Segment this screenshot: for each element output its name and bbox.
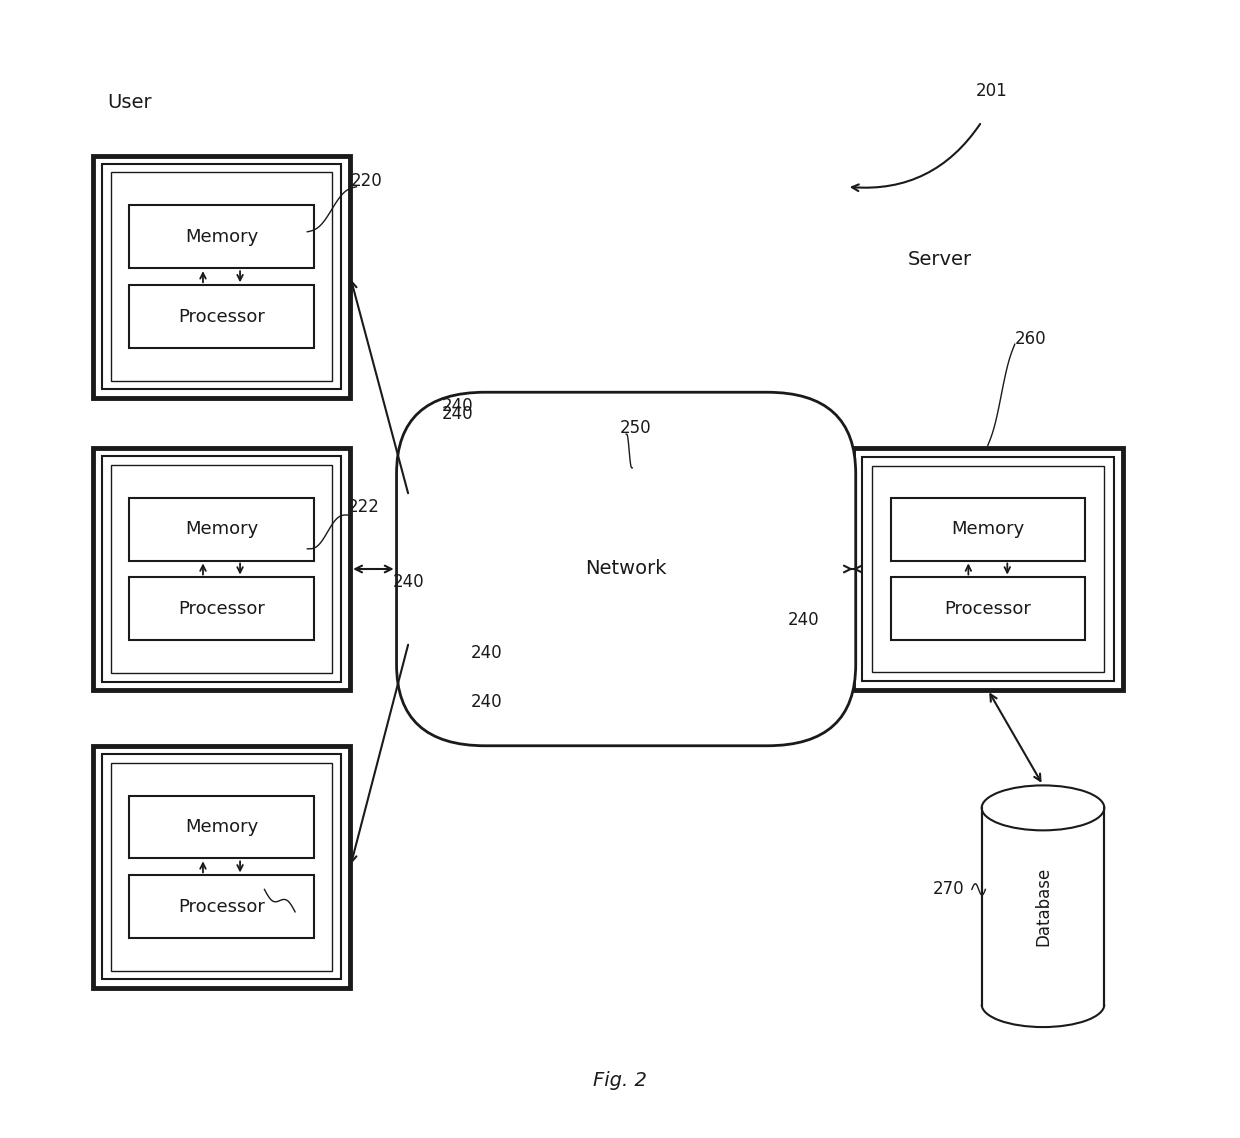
Text: Fig. 2: Fig. 2	[593, 1071, 647, 1090]
FancyBboxPatch shape	[129, 497, 314, 561]
Bar	[982, 808, 1105, 1005]
FancyBboxPatch shape	[110, 464, 332, 674]
FancyBboxPatch shape	[890, 577, 1085, 641]
Text: 220: 220	[350, 172, 382, 190]
Text: Network: Network	[585, 560, 667, 578]
Text: 240: 240	[443, 397, 474, 415]
FancyBboxPatch shape	[862, 456, 1114, 682]
FancyBboxPatch shape	[129, 577, 314, 641]
FancyBboxPatch shape	[93, 448, 350, 690]
Text: User: User	[108, 93, 153, 112]
FancyBboxPatch shape	[397, 393, 856, 745]
FancyBboxPatch shape	[129, 795, 314, 858]
Text: 250: 250	[620, 420, 652, 437]
FancyBboxPatch shape	[102, 754, 341, 980]
Text: Processor: Processor	[179, 307, 265, 325]
Text: Memory: Memory	[185, 520, 258, 538]
FancyBboxPatch shape	[102, 456, 341, 682]
FancyBboxPatch shape	[93, 156, 350, 397]
FancyBboxPatch shape	[93, 747, 350, 988]
FancyBboxPatch shape	[110, 173, 332, 381]
FancyBboxPatch shape	[890, 497, 1085, 561]
Text: 222: 222	[347, 498, 379, 517]
FancyBboxPatch shape	[102, 164, 341, 389]
FancyBboxPatch shape	[872, 465, 1104, 673]
Text: 240: 240	[470, 644, 502, 662]
Text: 224: 224	[295, 914, 327, 932]
FancyBboxPatch shape	[129, 206, 314, 269]
Text: 240: 240	[393, 574, 425, 592]
Text: Memory: Memory	[185, 228, 258, 246]
Text: 201: 201	[976, 82, 1007, 100]
FancyBboxPatch shape	[129, 286, 314, 348]
Text: Memory: Memory	[951, 520, 1024, 538]
Text: 270: 270	[932, 881, 965, 898]
FancyBboxPatch shape	[853, 448, 1123, 690]
Text: Processor: Processor	[179, 600, 265, 618]
Text: Server: Server	[908, 250, 972, 270]
Text: Processor: Processor	[945, 600, 1032, 618]
Text: 260: 260	[1014, 330, 1047, 347]
Text: 240: 240	[470, 693, 502, 710]
Ellipse shape	[982, 785, 1105, 831]
Text: Processor: Processor	[179, 898, 265, 916]
FancyBboxPatch shape	[110, 762, 332, 971]
FancyBboxPatch shape	[129, 875, 314, 938]
Text: Memory: Memory	[185, 818, 258, 836]
Text: 240: 240	[443, 405, 474, 423]
Text: Database: Database	[1034, 867, 1052, 946]
Text: 240: 240	[787, 611, 820, 628]
